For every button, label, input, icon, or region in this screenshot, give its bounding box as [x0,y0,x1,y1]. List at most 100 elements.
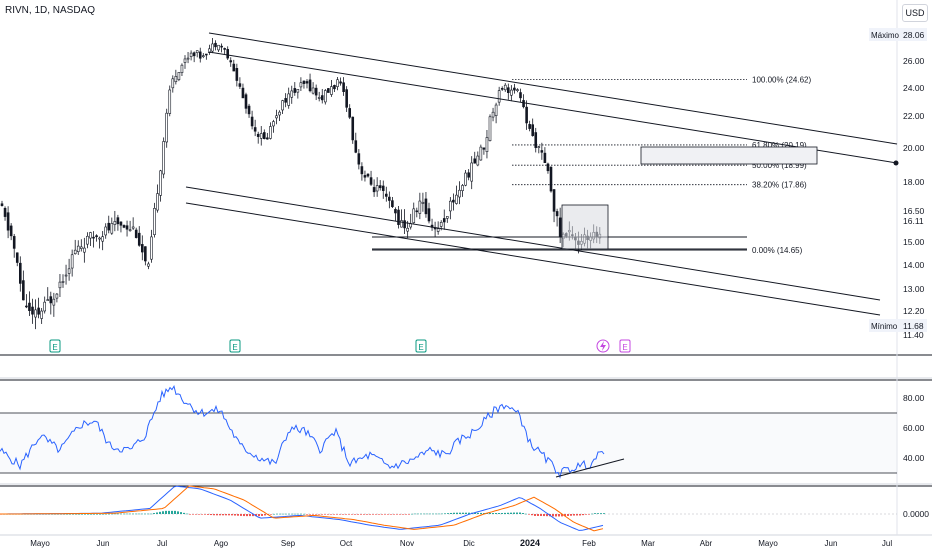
candle-body [0,203,4,206]
macd-histogram-bar [105,513,107,515]
candle-body [384,193,388,197]
macd-histogram-bar [153,513,155,514]
fib-level-label: 0.00% (14.65) [752,246,803,255]
candle-body [262,132,266,140]
candle-body [372,187,376,193]
candle-body [293,88,297,93]
macd-histogram-bar [465,512,467,514]
macd-histogram-bar [276,513,278,515]
macd-histogram-bar [159,511,161,514]
macd-histogram-bar [72,513,74,515]
candle-body [394,209,397,214]
candle-body [323,90,327,103]
macd-histogram-bar [540,514,542,516]
time-tick-label: Mayo [30,539,50,548]
candle-body [381,185,385,191]
price-tick-label: 24.00 [903,83,925,93]
candle-body [278,111,281,116]
macd-histogram-bar [384,514,386,515]
candle-body [244,94,248,109]
macd-histogram-bar [402,514,404,515]
candle-body [202,55,205,58]
time-tick-label: Jun [97,539,110,548]
macd-histogram-bar [264,514,266,516]
macd-histogram-bar [246,514,248,517]
candle-body [49,296,53,304]
macd-histogram-bar [225,514,227,516]
candle-body [366,173,370,177]
candle-body [302,80,306,84]
macd-histogram-bar [219,514,221,516]
candle-body [494,104,498,116]
earnings-marker [49,339,61,353]
candle-body [339,81,342,84]
time-tick-label: Nov [400,539,414,548]
price-marker-tag: Máximo [871,31,900,40]
candle-body [519,92,522,99]
candle-body [336,79,339,87]
candle-body [40,310,43,319]
time-tick-label: Jul [157,539,167,548]
macd-histogram-bar [468,512,470,514]
macd-histogram-bar [282,513,284,515]
candle-body [220,45,223,48]
candle-body [299,82,303,88]
candle-body [12,236,16,249]
macd-histogram-bar [123,513,125,515]
macd-histogram-bar [588,514,590,515]
macd-histogram-bar [177,511,179,514]
candle-body [22,280,25,301]
candle-body [229,60,233,63]
candle-body [403,220,406,229]
macd-histogram-bar [285,513,287,515]
candle-body [476,155,480,166]
macd-histogram-bar [216,514,218,516]
price-tick-label: 11.40 [903,330,924,340]
macd-histogram-bar [204,514,206,515]
candle-body [128,229,132,232]
earnings-marker-label: E [52,343,57,352]
macd-histogram-bar [531,514,533,516]
macd-histogram-bar [315,514,317,515]
macd-histogram-bar [522,513,524,514]
macd-histogram-bar [591,513,593,515]
candle-body [348,108,352,118]
trend-line [185,202,881,316]
consolidation-zone-rect [561,204,609,250]
macd-histogram-bar [345,514,347,515]
candle-body [134,229,138,238]
candle-body [308,79,312,92]
candle-body [18,262,22,284]
macd-histogram-bar [510,512,512,514]
candle-body [73,249,77,255]
macd-histogram-bar [369,514,371,515]
macd-histogram-bar [231,514,233,516]
macd-histogram-bar [303,513,305,515]
candle-body [558,217,562,238]
currency-button[interactable]: USD [902,4,928,22]
macd-histogram-bar [129,513,131,515]
macd-histogram-bar [453,512,455,514]
macd-histogram-bar [183,512,185,514]
macd-histogram-bar [390,514,392,515]
candle-body [122,225,126,228]
macd-histogram-bar [513,512,515,514]
macd-histogram-bar [135,513,137,515]
macd-histogram-bar [474,512,476,514]
fibonacci-retracement [372,79,747,251]
macd-histogram-bar [249,514,251,517]
candle-body [92,236,95,239]
candle-body [9,225,13,237]
macd-histogram-bar [501,512,503,514]
macd-histogram-bar [126,513,128,515]
macd-histogram-bar [255,514,257,517]
macd-histogram-bar [165,510,167,514]
candle-body [55,293,59,299]
macd-histogram-bar [117,513,119,515]
candle-body [354,140,358,153]
candle-body [333,85,336,90]
macd-histogram-bar [363,514,365,515]
candle-body [89,232,92,239]
rsi-tick-label: 40.00 [903,453,925,463]
